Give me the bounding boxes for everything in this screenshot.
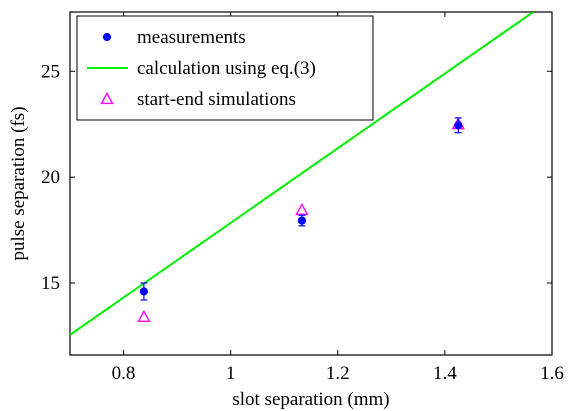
measurement-point (139, 287, 149, 296)
axis-ticks: 0.8 1 1.2 1.4 1.6 15 20 25 (41, 12, 564, 384)
legend-swatch-circle (102, 32, 112, 42)
y-axis-label: pulse separation (fs) (8, 106, 29, 260)
y-tick-label: 25 (41, 61, 60, 82)
x-axis-label: slot separation (mm) (232, 389, 389, 410)
legend: measurements calculation using eq.(3) star… (76, 15, 374, 121)
y-tick-label: 20 (41, 167, 60, 188)
errorbars (139, 117, 463, 301)
legend-swatch-triangle (100, 92, 114, 105)
measurement-point (454, 121, 463, 130)
x-tick-label: 0.8 (112, 363, 136, 384)
series-line-calculation (70, 12, 534, 336)
simulation-point (137, 309, 151, 322)
x-tick-label: 1.4 (433, 363, 457, 384)
legend-label: calculation using eq.(3) (137, 58, 316, 79)
measurement-point (297, 216, 306, 225)
legend-label: measurements (137, 27, 246, 48)
y-tick-label: 15 (41, 273, 60, 294)
x-tick-label: 1.2 (326, 363, 350, 384)
simulation-point (295, 203, 309, 216)
x-tick-label: 1.6 (540, 363, 564, 384)
legend-label: start-end simulations (137, 89, 296, 110)
x-tick-label: 1 (226, 363, 236, 384)
